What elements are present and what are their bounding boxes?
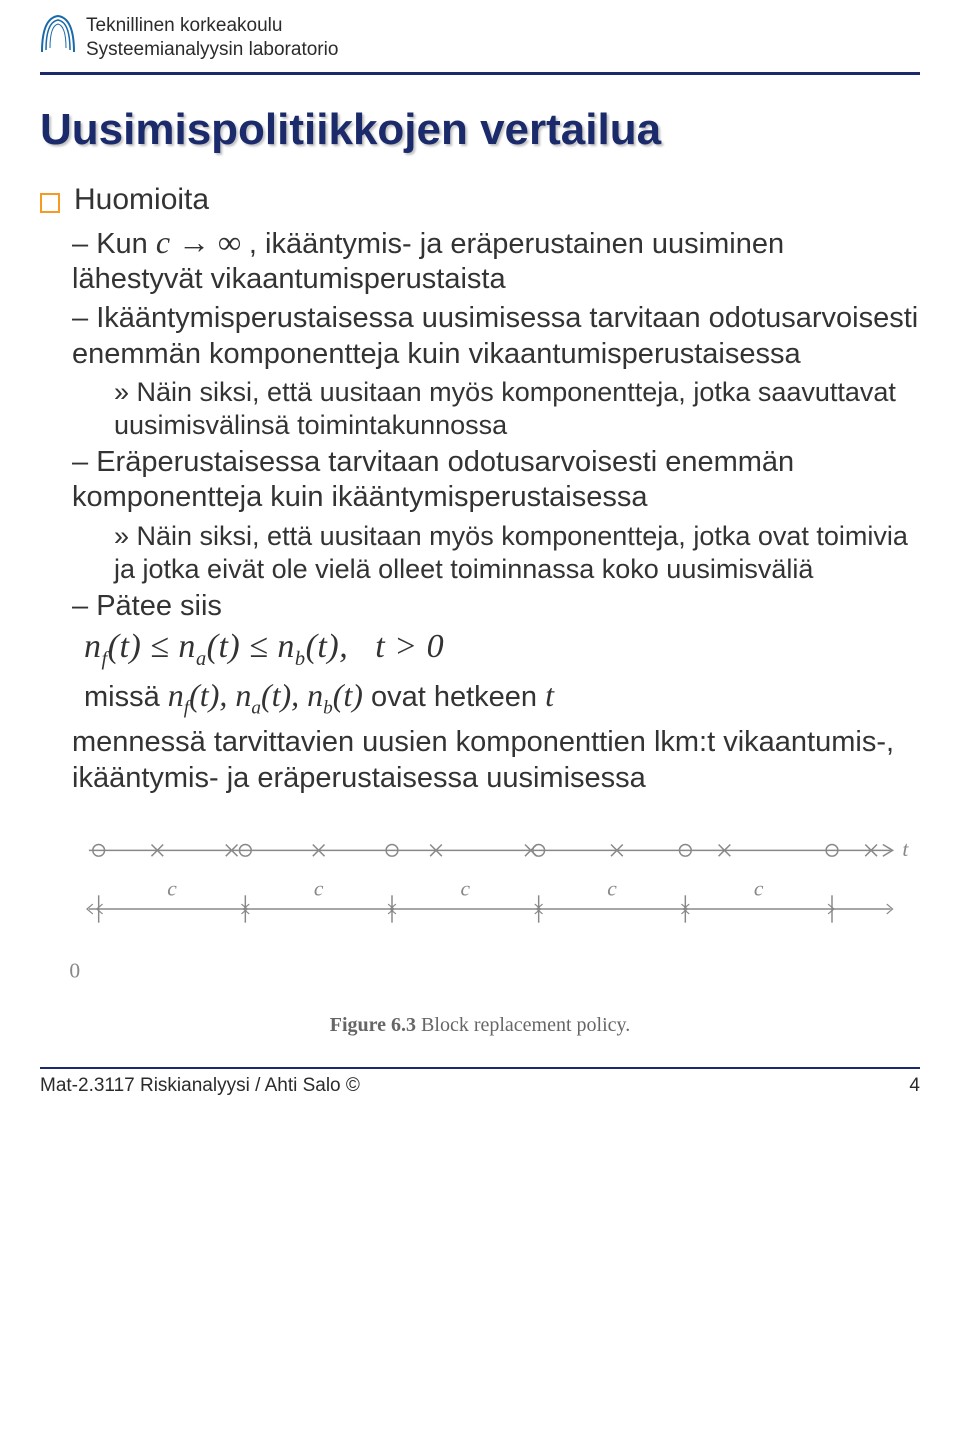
- figure-caption-rest: Block replacement policy.: [416, 1014, 630, 1036]
- missa-post: ovat hetkeen: [363, 681, 545, 713]
- footer-left: Mat-2.3117 Riskianalyysi / Ahti Salo ©: [40, 1075, 360, 1097]
- l1-text: Huomioita: [74, 183, 209, 217]
- square-bullet-icon: [40, 193, 60, 213]
- svg-text:c: c: [461, 876, 471, 900]
- svg-text:c: c: [607, 876, 617, 900]
- header-rule: [40, 72, 920, 75]
- missa-t: t: [545, 677, 554, 713]
- svg-text:c: c: [754, 876, 764, 900]
- missa-tail: mennessä tarvittavien uusien komponentti…: [72, 724, 920, 797]
- dash-item-1: Kun c → ∞ , ikääntymis- ja eräperustaine…: [72, 223, 920, 298]
- slide-header: Teknillinen korkeakoulu Systeemianalyysi…: [40, 12, 920, 68]
- figure-svg: t c c c c c 0: [40, 819, 920, 999]
- svg-text:c: c: [167, 876, 177, 900]
- d1-pre: Kun: [96, 228, 156, 260]
- bullet-level1: Huomioita: [40, 183, 920, 217]
- slide-title: Uusimispolitiikkojen vertailua: [40, 105, 920, 155]
- footer-rule: [40, 1067, 920, 1069]
- university-logo: [40, 12, 76, 56]
- footer-page-number: 4: [909, 1075, 920, 1097]
- figure-block-replacement: t c c c c c 0 Figure 6.3 Block replacement pol…: [40, 819, 920, 1037]
- svg-text:0: 0: [69, 958, 80, 982]
- figure-caption-bold: Figure 6.3: [330, 1014, 416, 1036]
- dash-item-4: Pätee siis: [72, 589, 920, 624]
- dash-item-2: Ikääntymisperustaisessa uusimisessa tarv…: [72, 301, 920, 372]
- missa-pre: missä: [84, 681, 168, 713]
- missa-line: missä nf(t), na(t), nb(t) ovat hetkeen t: [84, 675, 920, 720]
- slide-footer: Mat-2.3117 Riskianalyysi / Ahti Salo © 4: [40, 1067, 920, 1097]
- subsub-item-2: Näin siksi, että uusitaan myös komponent…: [114, 520, 920, 586]
- svg-text:t: t: [902, 837, 909, 861]
- dash-item-3: Eräperustaisessa tarvitaan odotusarvoise…: [72, 445, 920, 516]
- svg-text:c: c: [314, 876, 324, 900]
- missa-math: nf(t), na(t), nb(t): [168, 677, 363, 713]
- header-line2: Systeemianalyysin laboratorio: [86, 38, 338, 62]
- d1-math: c → ∞: [156, 224, 241, 260]
- header-line1: Teknillinen korkeakoulu: [86, 14, 338, 38]
- subsub-item-1: Näin siksi, että uusitaan myös komponent…: [114, 376, 920, 442]
- header-text: Teknillinen korkeakoulu Systeemianalyysi…: [86, 12, 338, 62]
- formula-inequality: nf(t) ≤ na(t) ≤ nb(t), t > 0: [84, 628, 920, 671]
- figure-caption: Figure 6.3 Block replacement policy.: [40, 1014, 920, 1037]
